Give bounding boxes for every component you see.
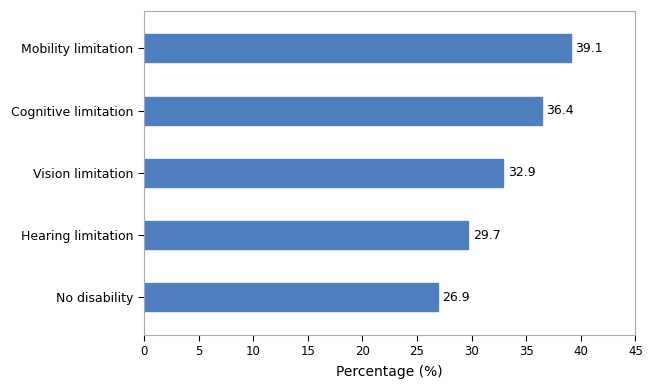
Text: 36.4: 36.4 xyxy=(546,104,574,117)
Bar xyxy=(144,221,468,249)
Bar xyxy=(144,283,438,311)
Bar xyxy=(144,34,571,62)
Text: 26.9: 26.9 xyxy=(442,291,470,304)
Bar xyxy=(144,97,542,125)
Bar xyxy=(144,159,504,187)
Text: 32.9: 32.9 xyxy=(508,166,535,179)
Text: 29.7: 29.7 xyxy=(473,229,500,241)
X-axis label: Percentage (%): Percentage (%) xyxy=(336,365,443,379)
Text: 39.1: 39.1 xyxy=(576,42,603,55)
